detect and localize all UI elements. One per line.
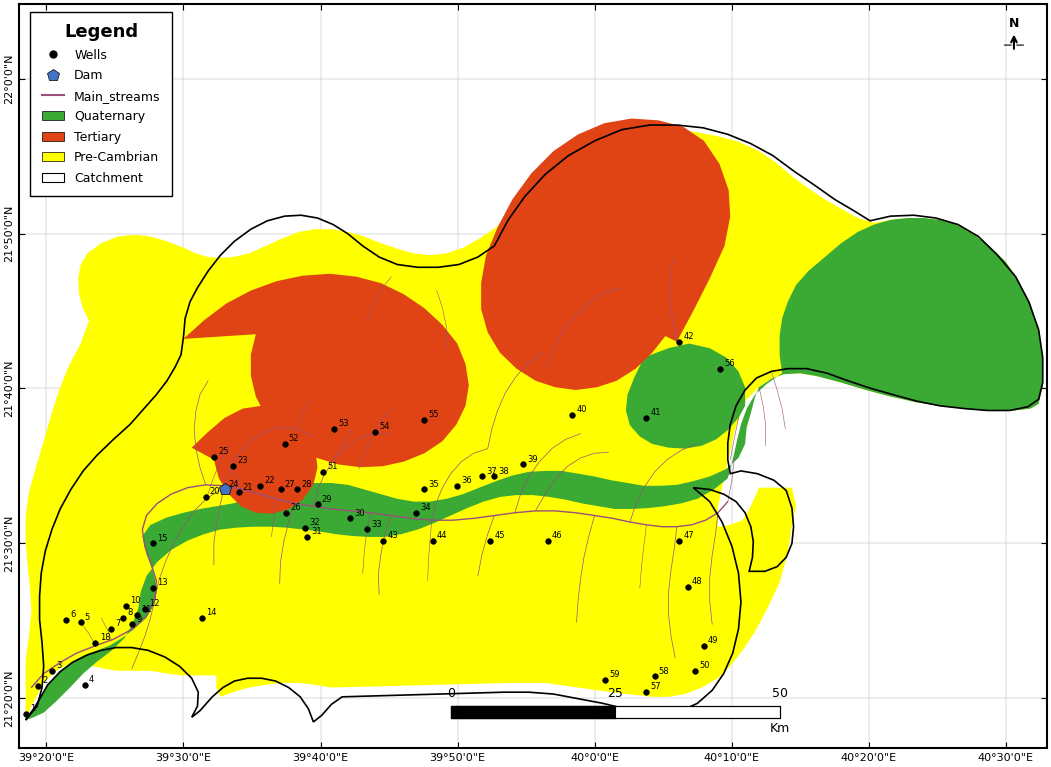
Text: 29: 29 <box>322 495 332 504</box>
Text: 36: 36 <box>461 476 472 485</box>
Text: 1: 1 <box>29 704 35 713</box>
Text: 8: 8 <box>127 608 133 617</box>
Text: 47: 47 <box>683 531 694 540</box>
Text: 14: 14 <box>207 608 218 617</box>
Text: 18: 18 <box>100 633 110 642</box>
Text: 51: 51 <box>328 462 338 471</box>
Bar <box>615 706 780 718</box>
Text: 6: 6 <box>70 610 76 619</box>
Text: 24: 24 <box>229 479 240 489</box>
Text: 2: 2 <box>42 676 47 685</box>
Legend: Wells, Dam, Main_streams, Quaternary, Tertiary, Pre-Cambrian, Catchment: Wells, Dam, Main_streams, Quaternary, Te… <box>30 12 172 196</box>
Polygon shape <box>184 274 469 467</box>
Text: 57: 57 <box>651 683 661 691</box>
Bar <box>451 706 780 718</box>
Text: 27: 27 <box>285 479 295 489</box>
Text: 54: 54 <box>379 422 390 431</box>
Text: 45: 45 <box>494 531 504 540</box>
Text: 59: 59 <box>610 670 620 680</box>
Text: 35: 35 <box>429 479 439 489</box>
Text: 50: 50 <box>771 686 787 700</box>
Text: 28: 28 <box>302 479 312 489</box>
Text: 49: 49 <box>708 636 719 645</box>
Text: 9: 9 <box>137 614 142 624</box>
Text: 31: 31 <box>311 527 322 536</box>
Text: 42: 42 <box>683 332 694 341</box>
Polygon shape <box>25 130 1043 720</box>
Text: 41: 41 <box>651 408 661 417</box>
Text: 37: 37 <box>487 466 497 476</box>
Text: 46: 46 <box>552 531 562 540</box>
Text: 48: 48 <box>692 578 702 586</box>
Text: 4: 4 <box>89 675 95 684</box>
Text: 15: 15 <box>158 534 168 542</box>
Text: 38: 38 <box>498 466 509 476</box>
Text: 40: 40 <box>577 405 588 414</box>
Text: 11: 11 <box>141 605 151 614</box>
Text: 53: 53 <box>338 420 349 428</box>
Text: 5: 5 <box>85 613 90 622</box>
Text: 44: 44 <box>437 531 448 540</box>
Text: 23: 23 <box>236 456 248 466</box>
Text: 32: 32 <box>309 518 320 527</box>
Text: 39: 39 <box>528 455 538 463</box>
Bar <box>451 706 615 718</box>
Text: 56: 56 <box>724 359 736 368</box>
Text: 7: 7 <box>116 619 121 628</box>
Text: 13: 13 <box>158 578 168 588</box>
Polygon shape <box>25 218 1043 720</box>
Text: 22: 22 <box>264 476 274 485</box>
Text: 12: 12 <box>149 599 160 607</box>
Text: 26: 26 <box>290 503 301 512</box>
Text: 10: 10 <box>130 596 141 605</box>
Text: 0: 0 <box>447 686 455 700</box>
Text: 20: 20 <box>210 487 221 496</box>
Text: 55: 55 <box>429 410 439 419</box>
Text: Km: Km <box>769 722 789 735</box>
Text: 58: 58 <box>659 667 669 676</box>
Text: 33: 33 <box>371 520 382 528</box>
Text: 52: 52 <box>289 434 300 443</box>
Polygon shape <box>625 344 745 449</box>
Text: 43: 43 <box>388 531 398 540</box>
Text: N: N <box>1009 17 1019 30</box>
Text: 30: 30 <box>354 509 365 518</box>
Text: 34: 34 <box>420 503 431 512</box>
Text: 25: 25 <box>607 686 623 700</box>
Text: 3: 3 <box>56 661 61 670</box>
Text: 50: 50 <box>699 661 709 670</box>
Text: 21: 21 <box>243 482 253 492</box>
Polygon shape <box>481 119 730 390</box>
Polygon shape <box>191 406 317 514</box>
Text: 25: 25 <box>218 447 228 456</box>
